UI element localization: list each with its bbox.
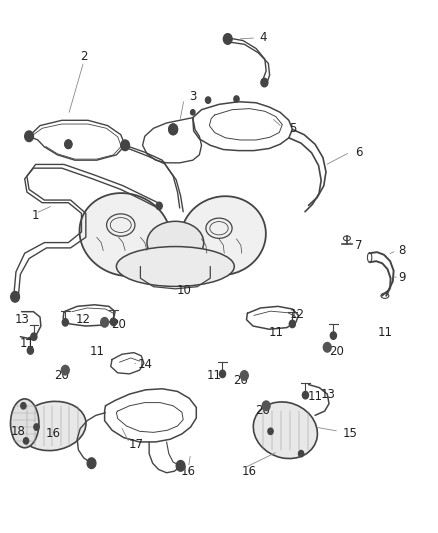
Circle shape	[65, 140, 72, 149]
Circle shape	[240, 370, 248, 380]
Text: 20: 20	[329, 345, 344, 358]
Text: 6: 6	[355, 146, 363, 159]
Circle shape	[21, 402, 26, 409]
Text: 8: 8	[399, 244, 406, 257]
Text: 13: 13	[15, 313, 30, 326]
Text: 10: 10	[177, 284, 191, 297]
Text: 13: 13	[321, 387, 336, 401]
Circle shape	[268, 428, 273, 434]
Text: 5: 5	[290, 122, 297, 135]
Circle shape	[156, 202, 162, 209]
Text: 12: 12	[290, 308, 305, 321]
Circle shape	[34, 424, 39, 430]
Text: 18: 18	[11, 425, 25, 438]
Text: 11: 11	[268, 326, 283, 340]
Text: 12: 12	[76, 313, 91, 326]
Circle shape	[223, 34, 232, 44]
Circle shape	[27, 347, 33, 354]
Text: 7: 7	[355, 239, 363, 252]
Text: 16: 16	[242, 465, 257, 478]
Text: 11: 11	[207, 369, 222, 382]
Circle shape	[330, 332, 336, 340]
Text: 16: 16	[46, 427, 60, 440]
Circle shape	[261, 78, 268, 87]
Text: 2: 2	[80, 50, 88, 63]
Circle shape	[219, 370, 226, 377]
Text: 16: 16	[181, 465, 196, 478]
Circle shape	[65, 140, 72, 149]
Text: 3: 3	[189, 90, 197, 103]
Text: 20: 20	[233, 374, 248, 387]
Circle shape	[289, 320, 295, 328]
Circle shape	[121, 140, 130, 151]
Circle shape	[262, 401, 270, 410]
Text: 15: 15	[343, 427, 357, 440]
Text: 4: 4	[259, 31, 266, 44]
Circle shape	[169, 124, 177, 135]
Text: 14: 14	[137, 358, 152, 372]
Text: 11: 11	[19, 337, 35, 350]
Circle shape	[191, 110, 195, 115]
Text: 1: 1	[32, 209, 39, 222]
Circle shape	[302, 391, 308, 399]
Text: 11: 11	[378, 326, 392, 340]
Ellipse shape	[181, 196, 266, 275]
Ellipse shape	[147, 221, 204, 264]
Circle shape	[101, 318, 109, 327]
Ellipse shape	[117, 247, 234, 286]
Text: 20: 20	[111, 319, 126, 332]
Text: 20: 20	[255, 403, 270, 416]
Circle shape	[25, 131, 33, 142]
Ellipse shape	[79, 193, 171, 276]
Circle shape	[169, 124, 177, 135]
Circle shape	[23, 438, 28, 444]
Circle shape	[61, 366, 69, 375]
Circle shape	[176, 461, 185, 471]
Ellipse shape	[11, 399, 39, 448]
Circle shape	[298, 450, 304, 457]
Circle shape	[11, 292, 19, 302]
Text: 17: 17	[128, 438, 144, 451]
Circle shape	[87, 458, 96, 469]
Text: 11: 11	[89, 345, 104, 358]
Text: 20: 20	[54, 369, 69, 382]
Circle shape	[31, 333, 37, 341]
Circle shape	[234, 96, 239, 102]
Circle shape	[323, 343, 331, 352]
Ellipse shape	[253, 402, 318, 458]
Text: 11: 11	[307, 390, 322, 403]
Circle shape	[62, 319, 68, 326]
Circle shape	[110, 318, 117, 326]
Circle shape	[205, 97, 211, 103]
Ellipse shape	[18, 401, 86, 450]
Text: 9: 9	[399, 271, 406, 284]
